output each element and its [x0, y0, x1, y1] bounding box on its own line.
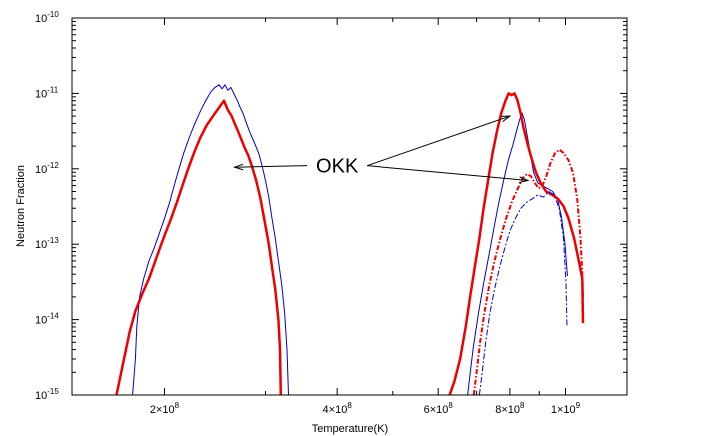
- x-tick-label: 1×109: [551, 401, 581, 416]
- annotation-layer: OKK: [232, 115, 530, 184]
- y-axis-label: Neutron Fraction: [15, 165, 27, 247]
- series-line-1: [132, 84, 289, 395]
- annotation-arrow-3: [367, 165, 528, 181]
- annotation-arrowhead: [519, 176, 530, 184]
- annotation-arrowhead: [500, 115, 512, 122]
- annotation-arrow-2: [367, 115, 511, 167]
- annotation-label: OKK: [316, 156, 359, 178]
- y-tick-label: 10-13: [35, 236, 59, 251]
- y-tick-label: 10-15: [35, 387, 59, 402]
- x-axis-label: Temperature(K): [312, 423, 388, 435]
- x-tick-label: 6×108: [424, 401, 454, 416]
- series-line-5: [478, 191, 568, 395]
- x-tick-label: 8×108: [495, 401, 525, 416]
- y-tick-label: 10-12: [35, 161, 59, 176]
- series-line-6: [472, 148, 584, 395]
- series-line-4: [448, 92, 585, 395]
- series-line-3: [467, 112, 568, 395]
- plot-frame: [71, 17, 628, 396]
- series-layer: [115, 84, 585, 395]
- annotation-arrowhead: [232, 163, 244, 171]
- annotation-arrow-1: [234, 165, 308, 168]
- tick-layer: 10-15 10-14 10-13 10-12 10-11 10-10 2×108 4×108…: [35, 10, 627, 416]
- y-tick-label: 10-14: [35, 312, 59, 327]
- x-tick-label: 4×108: [323, 401, 353, 416]
- series-line-2: [115, 99, 283, 395]
- y-tick-label: 10-11: [35, 85, 59, 100]
- x-tick-label: 2×108: [150, 401, 180, 416]
- y-tick-label: 10-10: [35, 10, 59, 25]
